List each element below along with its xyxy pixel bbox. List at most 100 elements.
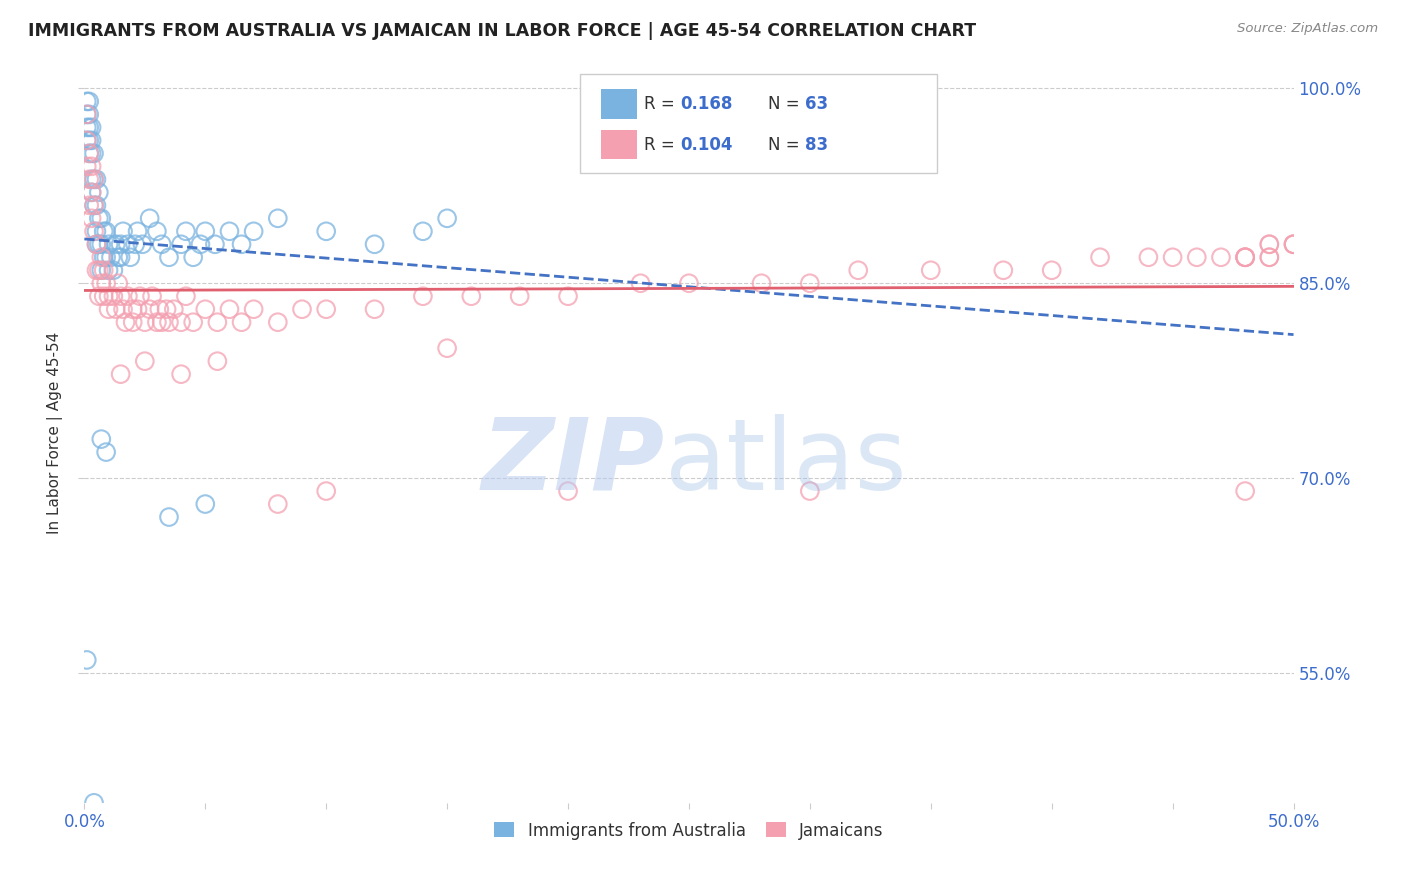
- Point: [242, 302, 264, 317]
- Point: [1088, 250, 1111, 264]
- Point: [76, 653, 98, 667]
- Point: [104, 237, 127, 252]
- Point: [129, 289, 152, 303]
- Point: [207, 354, 229, 368]
- Point: [138, 211, 160, 226]
- Point: [77, 95, 100, 109]
- Point: [120, 250, 142, 264]
- Point: [107, 277, 129, 291]
- Point: [291, 302, 314, 317]
- Point: [83, 198, 105, 212]
- Point: [993, 263, 1015, 277]
- Point: [76, 133, 98, 147]
- Point: [218, 302, 240, 317]
- Point: [83, 796, 105, 810]
- Point: [194, 302, 217, 317]
- Point: [267, 315, 290, 329]
- Point: [87, 211, 110, 226]
- Point: [77, 146, 100, 161]
- Point: [83, 172, 105, 186]
- Point: [76, 133, 98, 147]
- Point: [97, 289, 120, 303]
- Point: [86, 224, 108, 238]
- Point: [231, 315, 253, 329]
- Point: [76, 95, 98, 109]
- Point: [1137, 250, 1160, 264]
- Point: [150, 315, 173, 329]
- Text: 0.104: 0.104: [681, 136, 733, 153]
- Text: 63: 63: [806, 95, 828, 113]
- Point: [170, 315, 193, 329]
- Point: [267, 211, 290, 226]
- Point: [90, 277, 112, 291]
- Point: [86, 237, 108, 252]
- Point: [93, 250, 115, 264]
- Point: [80, 211, 103, 226]
- Point: [1161, 250, 1184, 264]
- Point: [94, 224, 117, 238]
- Point: [138, 302, 160, 317]
- Legend: Immigrants from Australia, Jamaicans: Immigrants from Australia, Jamaicans: [488, 815, 890, 847]
- Point: [76, 159, 98, 173]
- Point: [87, 186, 110, 200]
- Text: 0.168: 0.168: [681, 95, 733, 113]
- Point: [1282, 237, 1305, 252]
- Text: IMMIGRANTS FROM AUSTRALIA VS JAMAICAN IN LABOR FORCE | AGE 45-54 CORRELATION CHA: IMMIGRANTS FROM AUSTRALIA VS JAMAICAN IN…: [28, 22, 976, 40]
- Point: [86, 237, 108, 252]
- Point: [557, 484, 579, 499]
- Point: [80, 186, 103, 200]
- Point: [218, 224, 240, 238]
- Point: [77, 133, 100, 147]
- Point: [86, 263, 108, 277]
- FancyBboxPatch shape: [581, 73, 936, 173]
- Point: [76, 120, 98, 135]
- Point: [1185, 250, 1208, 264]
- Point: [80, 172, 103, 186]
- Point: [194, 224, 217, 238]
- Point: [110, 289, 132, 303]
- Point: [436, 341, 458, 355]
- Y-axis label: In Labor Force | Age 45-54: In Labor Force | Age 45-54: [46, 332, 63, 533]
- Point: [1209, 250, 1232, 264]
- Point: [134, 315, 156, 329]
- Text: R =: R =: [644, 136, 681, 153]
- Text: N =: N =: [768, 95, 804, 113]
- Point: [155, 302, 177, 317]
- Point: [90, 250, 112, 264]
- Point: [1258, 250, 1281, 264]
- Point: [315, 302, 337, 317]
- Point: [100, 250, 122, 264]
- Point: [77, 146, 100, 161]
- Point: [190, 237, 212, 252]
- Point: [110, 367, 132, 381]
- Point: [80, 133, 103, 147]
- Point: [80, 146, 103, 161]
- Point: [1040, 263, 1063, 277]
- Point: [170, 367, 193, 381]
- Point: [77, 172, 100, 186]
- Point: [509, 289, 531, 303]
- FancyBboxPatch shape: [600, 89, 637, 119]
- Point: [97, 302, 120, 317]
- Point: [146, 224, 169, 238]
- Point: [920, 263, 942, 277]
- Point: [194, 497, 217, 511]
- Point: [94, 445, 117, 459]
- FancyBboxPatch shape: [600, 130, 637, 160]
- Point: [77, 198, 100, 212]
- Point: [163, 302, 186, 317]
- Point: [112, 224, 135, 238]
- Point: [799, 484, 821, 499]
- Point: [104, 302, 127, 317]
- Point: [83, 146, 105, 161]
- Point: [630, 277, 652, 291]
- Point: [93, 289, 115, 303]
- Point: [94, 277, 117, 291]
- Point: [93, 263, 115, 277]
- Point: [110, 237, 132, 252]
- Point: [315, 224, 337, 238]
- Point: [846, 263, 869, 277]
- Point: [80, 159, 103, 173]
- Point: [242, 224, 264, 238]
- Point: [83, 172, 105, 186]
